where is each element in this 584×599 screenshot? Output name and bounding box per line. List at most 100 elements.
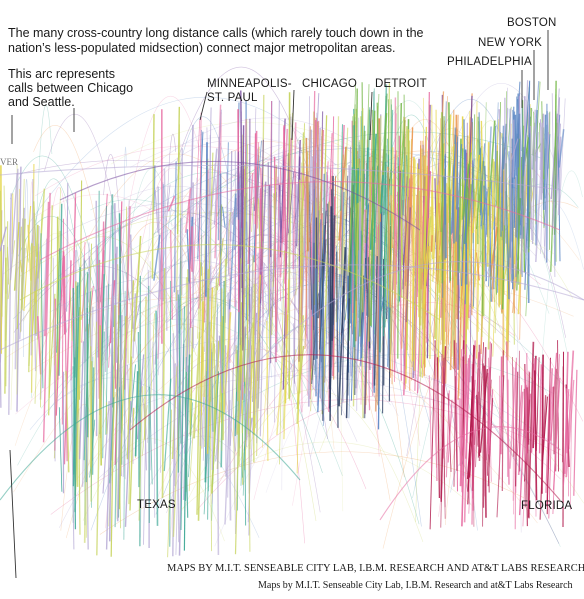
call-spike bbox=[376, 102, 380, 204]
background-arc bbox=[50, 399, 565, 515]
background-arc bbox=[13, 238, 422, 493]
call-spike bbox=[200, 301, 205, 388]
call-spike bbox=[133, 235, 142, 342]
call-spike bbox=[423, 246, 431, 293]
call-spike bbox=[341, 183, 347, 297]
call-spike bbox=[271, 179, 278, 282]
call-spike bbox=[230, 150, 233, 242]
call-spike bbox=[301, 143, 304, 320]
call-spike bbox=[359, 110, 363, 202]
call-spike bbox=[336, 251, 339, 428]
call-spike bbox=[65, 370, 70, 473]
call-spike bbox=[292, 323, 295, 395]
call-spike bbox=[292, 122, 297, 270]
call-spike bbox=[544, 124, 548, 199]
call-spike bbox=[233, 418, 236, 535]
call-spike bbox=[393, 97, 397, 372]
call-spike bbox=[442, 206, 446, 313]
call-spike bbox=[206, 287, 214, 454]
call-spike bbox=[538, 122, 541, 153]
call-spike bbox=[40, 279, 42, 408]
city-label-chicago: CHICAGO bbox=[302, 78, 358, 90]
call-spike bbox=[32, 201, 38, 257]
call-spike bbox=[296, 279, 302, 474]
call-volume-spikes bbox=[0, 80, 578, 558]
call-spike bbox=[394, 191, 398, 382]
call-spike bbox=[196, 177, 199, 261]
call-spike bbox=[90, 306, 94, 367]
call-spike bbox=[132, 293, 137, 359]
call-spike bbox=[259, 181, 267, 304]
call-spike bbox=[440, 346, 447, 502]
call-spike bbox=[85, 287, 92, 538]
call-spike bbox=[259, 198, 264, 318]
call-spike bbox=[154, 189, 159, 233]
call-spike bbox=[14, 168, 19, 370]
call-spike bbox=[148, 285, 150, 524]
call-spike bbox=[108, 264, 114, 542]
call-spike bbox=[209, 288, 215, 439]
call-spike bbox=[447, 399, 453, 463]
call-spike bbox=[153, 234, 161, 281]
call-spike bbox=[474, 189, 478, 368]
call-spike bbox=[283, 307, 287, 429]
highlighted-arc bbox=[379, 426, 561, 521]
call-spike bbox=[167, 195, 176, 212]
call-spike bbox=[215, 178, 219, 375]
call-spike bbox=[56, 248, 61, 353]
call-spike bbox=[99, 325, 103, 466]
call-spike bbox=[488, 149, 492, 229]
call-spike bbox=[548, 386, 554, 519]
call-spike bbox=[242, 144, 248, 310]
call-spike bbox=[23, 205, 32, 312]
background-arc bbox=[160, 133, 176, 473]
background-arc bbox=[10, 155, 128, 458]
call-spike bbox=[232, 367, 236, 511]
call-spike bbox=[24, 238, 29, 263]
call-spike bbox=[78, 180, 83, 400]
call-spike bbox=[371, 165, 379, 286]
call-spike bbox=[455, 144, 463, 242]
call-spike bbox=[393, 113, 397, 290]
call-spike bbox=[426, 91, 430, 343]
call-spike bbox=[493, 125, 497, 290]
call-spike bbox=[366, 107, 371, 236]
call-spike bbox=[257, 198, 261, 248]
background-arc bbox=[356, 342, 380, 457]
call-spike bbox=[350, 167, 353, 305]
call-spike bbox=[526, 387, 530, 519]
call-spike bbox=[102, 331, 105, 459]
call-spike bbox=[456, 136, 459, 210]
call-spike bbox=[319, 210, 327, 350]
call-spike bbox=[514, 371, 519, 487]
call-spike bbox=[221, 206, 226, 228]
call-spike bbox=[235, 263, 242, 452]
call-spike bbox=[453, 340, 458, 471]
call-spike bbox=[48, 205, 53, 416]
call-spike bbox=[77, 346, 81, 535]
call-spike bbox=[251, 196, 254, 232]
call-spike bbox=[337, 191, 345, 373]
call-spike bbox=[244, 265, 249, 470]
call-spike bbox=[513, 377, 517, 515]
call-spike bbox=[70, 375, 75, 550]
call-spike bbox=[244, 286, 253, 420]
call-spike bbox=[522, 81, 531, 177]
call-spike bbox=[444, 155, 447, 259]
call-spike bbox=[118, 316, 127, 510]
call-spike bbox=[371, 228, 376, 393]
call-spike bbox=[279, 128, 289, 278]
call-spike bbox=[565, 350, 575, 478]
call-spike bbox=[105, 205, 113, 361]
call-spike bbox=[545, 393, 550, 493]
call-spike bbox=[405, 129, 410, 384]
call-spike bbox=[205, 265, 212, 467]
call-spike bbox=[180, 306, 185, 531]
call-spike bbox=[184, 188, 192, 233]
call-spike bbox=[44, 201, 50, 337]
call-spike bbox=[165, 184, 171, 222]
call-spike bbox=[365, 84, 370, 206]
call-spike bbox=[405, 207, 412, 323]
call-spike bbox=[340, 298, 349, 344]
